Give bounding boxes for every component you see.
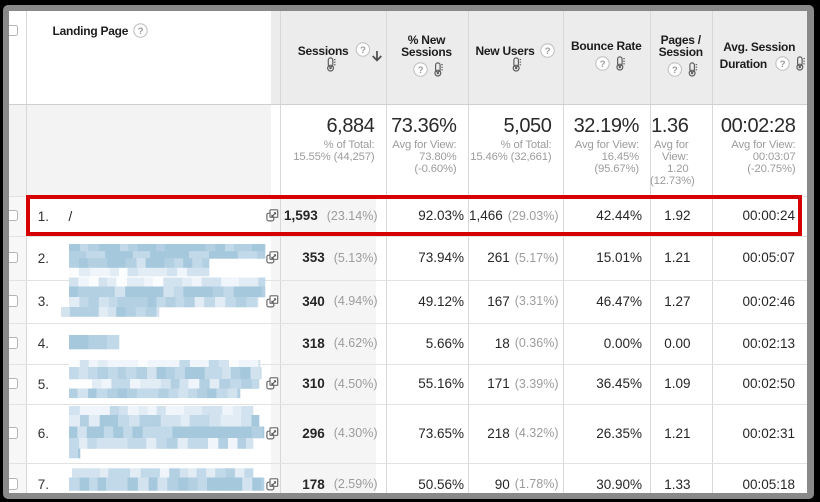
svg-text:?: ? (672, 65, 678, 76)
svg-text:?: ? (780, 59, 786, 70)
svg-text:?: ? (599, 59, 605, 70)
svg-text:?: ? (418, 65, 424, 76)
svg-text:?: ? (544, 46, 550, 57)
svg-text:?: ? (360, 45, 366, 56)
svg-text:?: ? (138, 26, 144, 37)
